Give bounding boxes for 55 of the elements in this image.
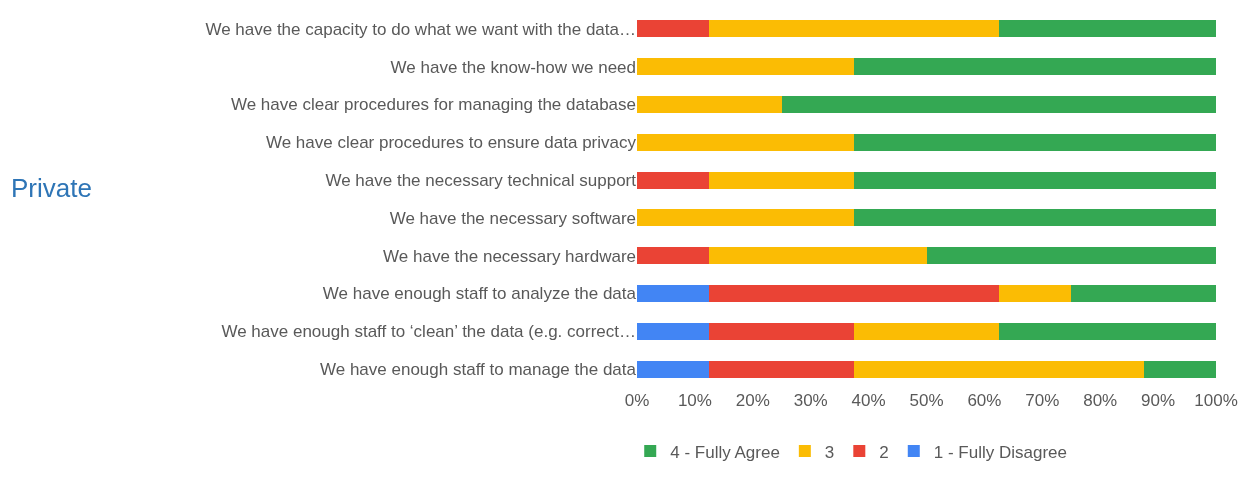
bar — [781, 95, 1216, 114]
bar — [637, 247, 710, 265]
bar — [637, 58, 855, 76]
x-tick-label: 10% — [677, 391, 712, 410]
y-tick-label: We have the necessary software — [389, 208, 636, 228]
bar — [998, 20, 1216, 38]
y-tick-label: We have clear procedures for managing the database — [230, 95, 636, 115]
bar — [854, 360, 1144, 378]
x-tick-label: 80% — [1083, 391, 1118, 410]
bar — [637, 133, 855, 151]
bar — [854, 171, 1216, 189]
y-tick-label: We have the capacity to do what we want with the data… — [205, 19, 636, 39]
bar — [709, 247, 927, 265]
bar — [1143, 360, 1216, 378]
bar — [709, 322, 855, 340]
text: Private — [11, 173, 92, 203]
x-tick-label: 100% — [1194, 391, 1238, 410]
bar — [637, 360, 710, 378]
bar — [709, 20, 999, 38]
bar — [709, 284, 999, 303]
bar — [637, 95, 782, 114]
bar — [854, 133, 1216, 151]
bar — [854, 322, 999, 340]
bar — [926, 247, 1216, 265]
bar — [637, 20, 710, 38]
bar — [637, 284, 710, 303]
bar — [998, 322, 1216, 340]
bar — [637, 171, 710, 189]
bar — [637, 322, 710, 340]
x-tick-label: 0% — [624, 391, 650, 410]
x-tick-label: 40% — [851, 391, 886, 410]
y-tick-label: We have the necessary technical support — [325, 171, 637, 191]
x-tick-label: 60% — [967, 391, 1002, 410]
bar — [637, 209, 855, 227]
bar — [1071, 284, 1216, 303]
legend-label: 2 — [879, 442, 889, 462]
y-tick-label: We have enough staff to ‘clean’ the data (e.g. correct… — [221, 322, 636, 342]
y-tick-label: We have enough staff to manage the data — [320, 360, 637, 380]
legend-label: 1 - Fully Disagree — [933, 442, 1067, 462]
y-tick-label: We have the know-how we need — [390, 57, 636, 77]
x-tick-label: 50% — [909, 391, 944, 410]
legend-label: 3 — [824, 442, 835, 462]
y-tick-label: We have the necessary hardware — [383, 246, 636, 266]
x-tick-label: 30% — [793, 391, 828, 410]
y-tick-label: We have clear procedures to ensure data privacy — [265, 133, 637, 153]
bar — [854, 58, 1216, 76]
bar — [709, 360, 855, 378]
x-tick-label: 90% — [1141, 391, 1176, 410]
bar — [998, 284, 1072, 303]
y-tick-label: We have enough staff to analyze the data — [322, 284, 637, 304]
x-tick-label: 20% — [735, 391, 770, 410]
legend-label: 4 - Fully Agree — [670, 442, 780, 462]
bar — [854, 209, 1216, 227]
x-tick-label: 70% — [1025, 391, 1060, 410]
bar — [709, 171, 855, 189]
